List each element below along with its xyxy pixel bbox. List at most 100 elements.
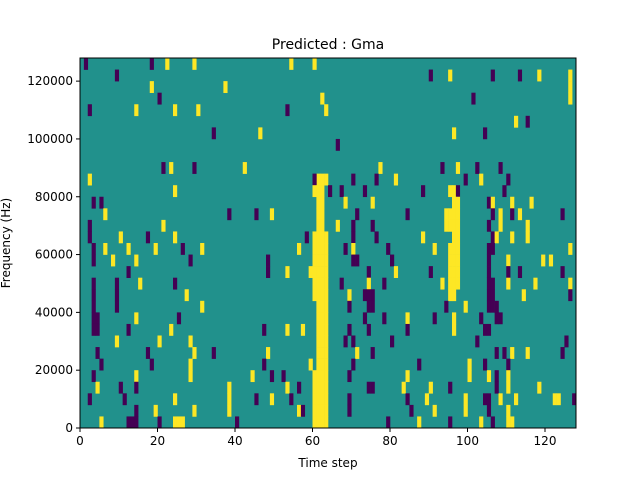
heatmap-cell-high	[378, 162, 383, 174]
heatmap-cell-low	[235, 416, 240, 429]
heatmap-cell-high	[316, 243, 321, 255]
heatmap-cell-high	[448, 266, 453, 278]
heatmap-cell-high	[401, 381, 406, 394]
heatmap-cell-low	[157, 92, 162, 105]
heatmap-cell-high	[568, 69, 573, 82]
heatmap-cell-low	[370, 300, 375, 313]
heatmap-cell-high	[176, 416, 182, 429]
heatmap-cell-high	[324, 393, 329, 406]
heatmap-cell-low	[339, 277, 344, 290]
y-axis: 0 20000 40000 60000 80000 100000 120000	[27, 74, 80, 435]
x-tick-label: 120	[534, 434, 557, 448]
heatmap-cell-high	[320, 243, 325, 255]
heatmap-cell-low	[192, 162, 197, 174]
heatmap-cell-high	[486, 370, 492, 383]
heatmap-cell-low	[498, 312, 503, 325]
heatmap-cell-low	[409, 404, 414, 417]
heatmap-cell-high	[169, 162, 174, 174]
plot-frame	[79, 57, 577, 429]
heatmap-cell-high	[525, 347, 530, 359]
y-axis-label: Frequency (Hz)	[0, 198, 13, 289]
heatmap-cell-high	[452, 219, 457, 232]
heatmap-cell-high	[541, 254, 546, 267]
heatmap-cell-high	[316, 358, 321, 371]
heatmap-cell-low	[366, 381, 371, 394]
heatmap-cell-high	[324, 243, 329, 255]
heatmap-cell-high	[316, 300, 321, 313]
heatmap-cell-low	[91, 370, 96, 383]
heatmap-cell-low	[176, 312, 182, 325]
heatmap-cell-high	[320, 196, 325, 209]
heatmap-cell-high	[324, 404, 329, 417]
heatmap-cell-high	[533, 277, 538, 290]
heatmap-cell-high	[432, 404, 437, 417]
heatmap-cell-low	[122, 393, 127, 406]
heatmap-cell-high	[452, 208, 457, 221]
heatmap-cell-low	[483, 358, 488, 371]
heatmap-cell-high	[138, 277, 143, 290]
heatmap-cell-high	[320, 231, 325, 244]
x-tick-label: 80	[382, 434, 397, 448]
heatmap-cell-low	[351, 219, 356, 232]
heatmap-cell-low	[114, 277, 120, 290]
heatmap-cell-high	[316, 381, 321, 394]
heatmap-cell-high	[320, 323, 325, 336]
heatmap-cell-low	[370, 289, 375, 302]
heatmap-cell-high	[448, 289, 453, 302]
heatmap-cell-low	[386, 243, 391, 255]
heatmap-cell-low	[91, 254, 96, 267]
heatmap-cell-high	[393, 266, 399, 278]
heatmap-cell-high	[320, 393, 325, 406]
heatmap-cell-low	[134, 381, 139, 394]
y-tick-label: 120000	[27, 74, 73, 88]
x-axis-label: Time step	[297, 456, 357, 470]
heatmap-cell-high	[173, 104, 178, 117]
heatmap-cell-high	[316, 289, 321, 302]
heatmap-cell-high	[87, 173, 92, 186]
heatmap-cell-high	[452, 289, 457, 302]
heatmap-cell-low	[300, 404, 306, 417]
heatmap-cell-low	[490, 243, 495, 255]
heatmap-cell-low	[95, 323, 100, 336]
heatmap-cell-high	[324, 104, 329, 117]
heatmap-cell-high	[316, 404, 321, 417]
heatmap-cell-high	[99, 416, 104, 429]
heatmap-cell-low	[126, 266, 131, 278]
heatmap-cell-low	[510, 208, 515, 221]
heatmap-cell-high	[250, 370, 255, 383]
heatmap-cell-high	[324, 416, 329, 429]
heatmap-cell-high	[506, 404, 511, 417]
heatmap-cell-high	[227, 381, 232, 394]
heatmap-cell-low	[494, 300, 499, 313]
heatmap-cell-high	[444, 219, 449, 232]
heatmap-cell-high	[324, 323, 329, 336]
heatmap-cell-low	[506, 266, 511, 278]
heatmap-cell-low	[347, 404, 352, 417]
heatmap-cell-low	[560, 347, 565, 359]
heatmap-cell-high	[312, 266, 317, 278]
heatmap-cell-high	[548, 254, 554, 267]
heatmap-cell-high	[192, 404, 197, 417]
heatmap-cell-high	[312, 231, 317, 244]
heatmap-cell-low	[211, 347, 216, 359]
heatmap-cell-high	[455, 162, 461, 174]
heatmap-cell-low	[486, 323, 492, 336]
heatmap-cell-high	[452, 231, 457, 244]
heatmap-cell-high	[448, 243, 453, 255]
y-tick-label: 80000	[35, 190, 73, 204]
heatmap-cell-high	[324, 358, 329, 371]
heatmap-cell-high	[312, 277, 317, 290]
heatmap-cell-high	[467, 370, 472, 383]
heatmap-cell-low	[266, 254, 271, 267]
x-tick-label: 40	[227, 434, 242, 448]
heatmap-cell-high	[324, 381, 329, 394]
heatmap-cell-high	[320, 381, 325, 394]
heatmap-cell-high	[153, 243, 158, 255]
y-tick-label: 100000	[27, 132, 73, 146]
heatmap-cells	[83, 58, 577, 429]
heatmap-cell-high	[312, 243, 317, 255]
heatmap-cell-high	[498, 208, 503, 221]
heatmap-cell-high	[312, 416, 317, 429]
heatmap-cell-low	[180, 243, 185, 255]
heatmap-cell-low	[517, 69, 523, 82]
